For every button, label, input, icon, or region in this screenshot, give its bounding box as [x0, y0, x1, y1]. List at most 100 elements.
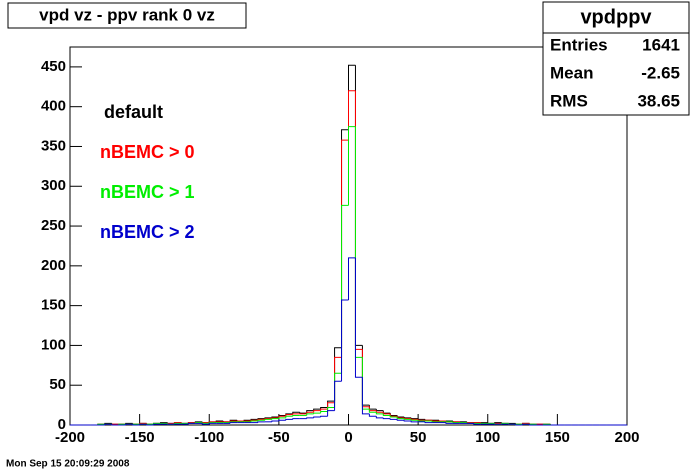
histogram-bin: [361, 345, 370, 406]
y-tick-label: 300: [41, 177, 66, 194]
y-tick-label: 450: [41, 58, 66, 75]
histogram-bin: [313, 410, 321, 413]
stats-label: RMS: [550, 91, 588, 110]
stats-value: -2.65: [641, 63, 680, 82]
legend-entry: nBEMC > 0: [100, 142, 195, 162]
histogram-bin: [341, 129, 349, 348]
histogram-bin: [132, 424, 140, 426]
histogram-bin: [382, 417, 391, 420]
x-tick-label: -100: [194, 429, 224, 446]
stats-value: 38.65: [637, 91, 680, 110]
histogram-bin: [327, 402, 335, 410]
histogram-bin: [341, 299, 349, 382]
histogram-bin: [341, 204, 349, 374]
histogram-bin: [334, 372, 342, 408]
histogram-bin: [341, 139, 349, 358]
histogram-bin: [306, 417, 314, 419]
x-tick-label: -50: [268, 429, 290, 446]
histogram-bin: [368, 413, 377, 417]
histogram-bin: [271, 418, 279, 420]
histogram-bin: [201, 422, 210, 424]
x-tick-label: 50: [410, 429, 427, 446]
stats-title: vpdppv: [580, 6, 652, 28]
histogram-bin: [139, 423, 147, 425]
histogram-bin: [334, 347, 342, 402]
histogram-bin: [424, 421, 433, 424]
histogram-bin: [278, 419, 286, 422]
y-tick-label: 200: [41, 257, 66, 274]
y-tick-label: 400: [41, 98, 66, 115]
histogram-bin: [306, 411, 314, 414]
histogram-bin: [354, 126, 363, 358]
x-tick-label: 100: [475, 429, 500, 446]
histogram-bin: [389, 413, 398, 416]
histogram-bin: [278, 415, 286, 418]
histogram-bin: [410, 417, 419, 420]
histogram-bin: [348, 90, 356, 141]
histogram-bin: [320, 410, 328, 414]
histogram-bin: [396, 419, 405, 421]
histogram-bin: [285, 414, 293, 417]
y-tick-label: 350: [41, 137, 66, 154]
histogram-bin: [320, 415, 328, 418]
histogram-bin: [292, 413, 300, 415]
histogram-bin: [473, 423, 481, 425]
histogram-bin: [522, 423, 530, 425]
histogram-bin: [250, 420, 258, 422]
histogram-bin: [125, 423, 133, 425]
histogram-bin: [320, 406, 328, 410]
histogram-bin: [327, 406, 335, 412]
stats-value: 1641: [642, 35, 680, 54]
histogram-bin: [445, 422, 453, 424]
legend-entry: default: [104, 102, 163, 122]
histogram-bin: [327, 400, 335, 408]
legend-entry: nBEMC > 2: [100, 222, 195, 242]
y-tick-label: 100: [41, 336, 66, 353]
histogram-bin: [313, 416, 321, 418]
histogram-bin: [313, 412, 321, 414]
legend-entry: nBEMC > 1: [100, 182, 195, 202]
chart-title: vpd vz - ppv rank 0 vz: [39, 5, 215, 24]
y-tick-label: 250: [41, 217, 66, 234]
histogram-bin: [285, 418, 293, 421]
histogram-bin: [111, 424, 119, 426]
histogram-bin: [104, 423, 112, 425]
histogram-bin: [410, 421, 419, 423]
histogram-bin: [348, 64, 356, 130]
histogram-bin: [348, 257, 356, 301]
histogram-bin: [410, 418, 419, 420]
x-tick-label: 150: [545, 429, 570, 446]
histogram-bin: [348, 126, 356, 206]
histogram-bin: [257, 421, 265, 423]
timestamp: Mon Sep 15 20:09:29 2008: [6, 459, 130, 470]
histogram-bin: [403, 417, 412, 419]
histogram-bin: [375, 409, 384, 412]
histogram-bin: [271, 420, 279, 422]
histogram-bin: [208, 422, 217, 425]
stats-box: vpdppv: [542, 1, 690, 116]
histogram-bin: [153, 423, 161, 425]
title-box: [7, 2, 247, 29]
histogram-bin: [299, 412, 307, 414]
histogram-bin: [201, 423, 210, 425]
x-tick-label: -150: [125, 429, 155, 446]
histogram-bin: [334, 356, 342, 403]
histogram-bin: [354, 65, 363, 346]
histogram-bin: [187, 422, 196, 425]
histogram-bin: [396, 415, 405, 418]
histogram-bin: [292, 414, 300, 417]
histogram-bin: [320, 408, 328, 411]
histogram-bin: [354, 257, 363, 378]
histogram-bin: [375, 412, 384, 415]
histogram-bin: [334, 380, 342, 411]
histogram-bin: [515, 424, 523, 426]
histogram-bin: [375, 416, 384, 419]
histogram-bin: [417, 420, 426, 422]
stats-label: Mean: [550, 63, 593, 82]
histogram-bin: [417, 418, 426, 420]
histogram-bin: [361, 377, 370, 415]
histogram-bin: [410, 419, 419, 421]
histogram-bin: [403, 418, 412, 420]
histogram-bin: [382, 413, 391, 416]
histogram-bin: [354, 90, 363, 350]
